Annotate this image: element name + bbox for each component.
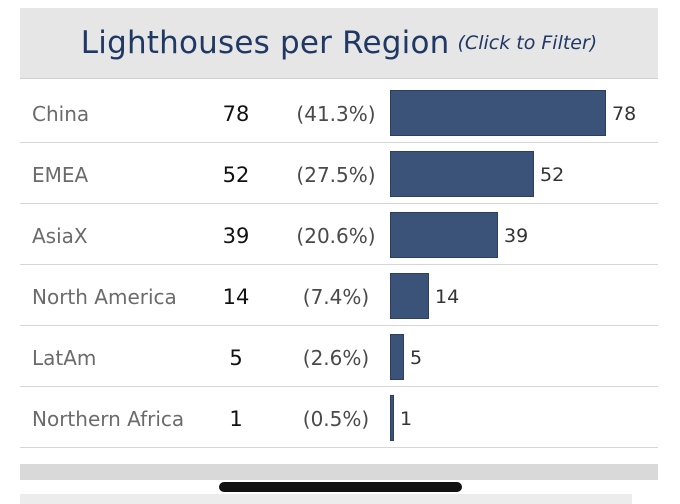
bar-area: 39 [390,204,658,264]
bar-value-label: 52 [540,164,565,186]
bar-value-label: 1 [400,408,413,430]
region-label: AsiaX [32,224,88,248]
bar-area: 78 [390,82,658,142]
bar-value-label: 5 [410,347,423,369]
region-label: LatAm [32,346,97,370]
region-bar[interactable] [390,151,534,197]
region-label: North America [32,285,177,309]
region-count: 52 [222,163,250,187]
region-count: 5 [229,346,243,370]
region-percent: (27.5%) [296,163,376,187]
region-row[interactable]: EMEA 52 (27.5%) 52 [20,143,658,204]
bar-area: 1 [390,387,658,447]
region-percent: (41.3%) [296,102,376,126]
bar-value-label: 78 [612,103,637,125]
region-label: Northern Africa [32,407,185,431]
region-row[interactable]: AsiaX 39 (20.6%) 39 [20,204,658,265]
chart-header: Lighthouses per Region (Click to Filter) [20,8,658,79]
bar-area: 14 [390,265,658,325]
region-count: 78 [222,102,250,126]
region-count: 1 [229,407,243,431]
bar-area: 52 [390,143,658,203]
region-label: China [32,102,90,126]
chart-subtitle: (Click to Filter) [457,32,598,54]
region-percent: (2.6%) [302,346,370,370]
bar-area: 5 [390,326,658,386]
region-row[interactable]: LatAm 5 (2.6%) 5 [20,326,658,387]
region-bar[interactable] [390,273,429,319]
region-bar[interactable] [390,90,606,136]
bar-value-label: 39 [504,225,529,247]
region-bar[interactable] [390,334,404,380]
region-row[interactable]: North America 14 (7.4%) 14 [20,265,658,326]
next-panel-header [20,464,658,480]
region-bar-chart: China 78 (41.3%) 78 EMEA 52 (27.5%) 52 AsiaX 39 (2… [20,82,658,448]
region-row[interactable]: Northern Africa 1 (0.5%) 1 [20,387,658,448]
region-label: EMEA [32,163,89,187]
bar-value-label: 14 [435,286,460,308]
region-count: 39 [222,224,250,248]
region-row[interactable]: China 78 (41.3%) 78 [20,82,658,143]
region-bar[interactable] [390,212,498,258]
next-panel [20,494,632,504]
home-indicator[interactable] [219,482,462,492]
chart-title: Lighthouses per Region [80,25,450,61]
region-bar[interactable] [390,395,394,441]
region-count: 14 [222,285,250,309]
region-percent: (7.4%) [302,285,370,309]
region-percent: (0.5%) [302,407,370,431]
region-percent: (20.6%) [296,224,376,248]
